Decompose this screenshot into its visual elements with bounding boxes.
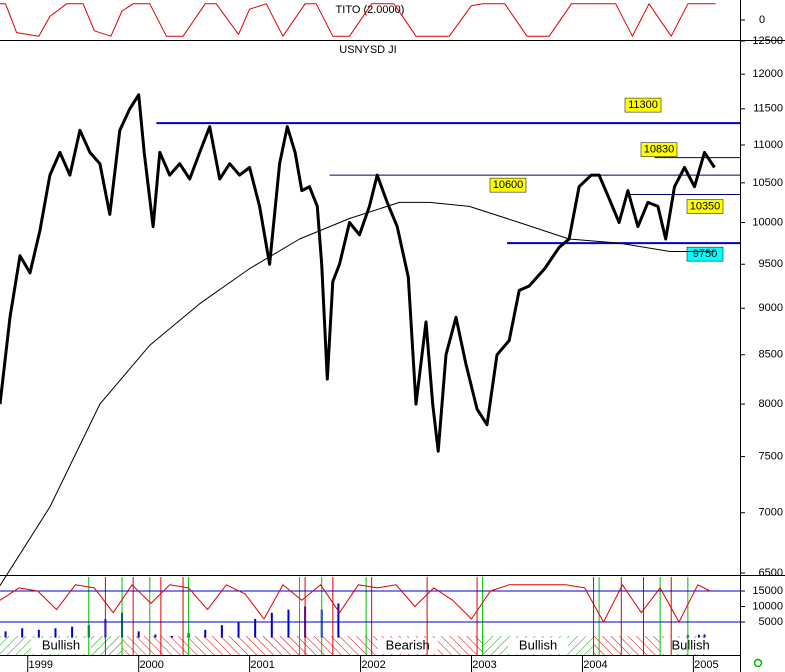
regime-band	[593, 636, 672, 655]
y-tick-label: 12500	[752, 35, 783, 47]
band-label-bg	[377, 638, 438, 654]
volume-bar	[4, 631, 7, 638]
y-tick-label: 0	[759, 14, 765, 26]
volume-bar	[71, 626, 74, 638]
y-tick-label: 15000	[752, 585, 783, 597]
y-tick-label: 8000	[759, 398, 783, 410]
volume-bar	[204, 629, 207, 638]
level-label: 10600	[493, 179, 524, 191]
volume-bar	[154, 634, 157, 638]
band-label-bg	[508, 638, 569, 654]
volume-bar	[337, 603, 340, 638]
y-tick-label: 9000	[759, 302, 783, 314]
volume-bar	[237, 622, 240, 638]
level-label-box	[686, 246, 724, 262]
y-tick-label: 9500	[759, 258, 783, 270]
series-line	[0, 3, 716, 37]
x-tick-label: 2003	[472, 659, 496, 671]
series-line	[0, 93, 716, 453]
y-tick-label: 10500	[752, 177, 783, 189]
level-label: 9750	[693, 248, 717, 260]
x-tick-label: 2001	[250, 659, 274, 671]
volume-bar	[21, 628, 24, 638]
level-label-box	[686, 199, 724, 214]
y-tick-label: 5000	[759, 616, 783, 628]
y-tick-label: 7000	[759, 507, 783, 519]
volume-bar	[254, 618, 257, 638]
y-tick-label: 10000	[752, 600, 783, 612]
panel-title: USNYSD JI	[339, 44, 396, 56]
level-label-box	[624, 97, 662, 113]
band-label-bg	[31, 638, 92, 654]
x-tick-label: 1999	[28, 659, 52, 671]
volume-bar	[270, 612, 273, 638]
band-label: Bullish	[42, 637, 80, 652]
level-label: 10830	[644, 144, 675, 156]
x-tick-label: 2000	[139, 659, 163, 671]
level-label: 11300	[628, 99, 658, 111]
volume-bar	[287, 609, 290, 638]
volume-bar	[137, 631, 140, 638]
status-icon	[753, 658, 763, 668]
volume-bar	[703, 634, 706, 638]
volume-bar	[54, 628, 57, 638]
y-tick-label: 10000	[752, 216, 783, 228]
y-tick-label: 7500	[759, 450, 783, 462]
x-tick-label: 2005	[694, 659, 718, 671]
volume-bar	[220, 625, 223, 638]
volume-bar	[697, 634, 700, 638]
band-label: Bullish	[671, 637, 709, 652]
band-label-bg	[660, 638, 721, 654]
level-label: 10350	[690, 200, 721, 212]
level-label-box	[640, 142, 678, 157]
x-tick-label: 2002	[361, 659, 385, 671]
y-tick-label: 12000	[752, 68, 783, 80]
y-tick-label: 6500	[759, 567, 783, 579]
volume-bar	[37, 629, 40, 638]
band-label: Bullish	[519, 637, 557, 652]
y-tick-label: 11000	[753, 139, 783, 151]
regime-band	[122, 636, 333, 655]
level-label-box	[489, 177, 527, 193]
y-tick-label: 11500	[753, 103, 783, 115]
band-label: Bearish	[386, 637, 430, 652]
series-line	[0, 584, 711, 623]
volume-bar	[170, 636, 173, 638]
panel-title: TITO (2.0000)	[336, 4, 405, 16]
x-tick-label: 2004	[583, 659, 607, 671]
y-tick-label: 8500	[759, 349, 783, 361]
series-line	[0, 201, 715, 586]
